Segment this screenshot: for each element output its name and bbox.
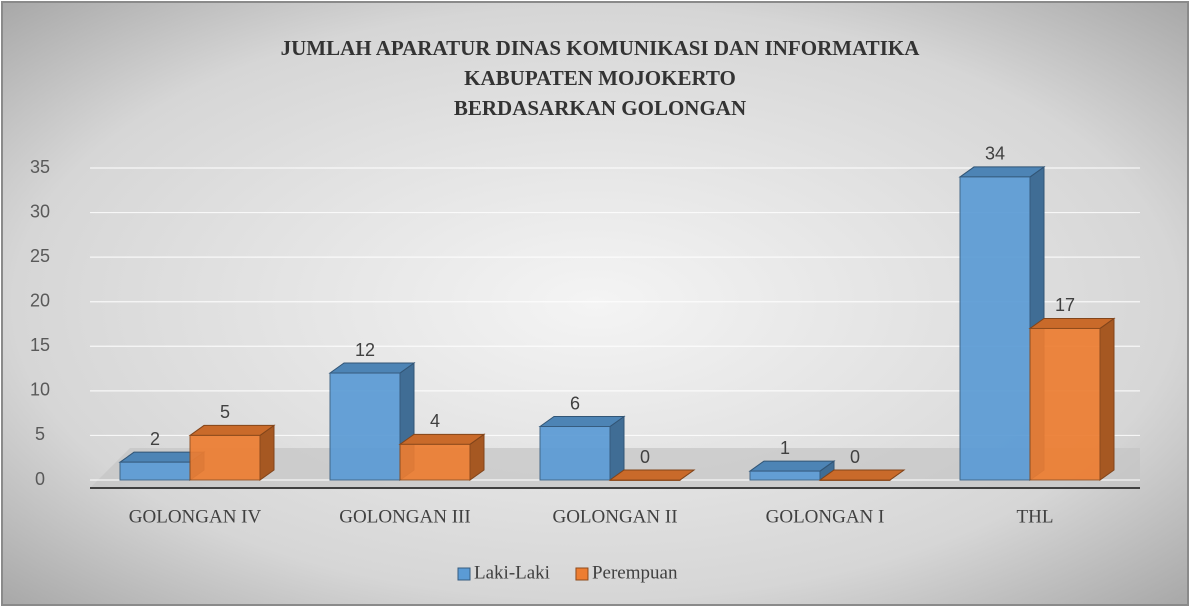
y-tick-label: 30 — [30, 201, 50, 221]
bar — [189, 434, 261, 481]
legend-label: Perempuan — [592, 562, 678, 583]
bar-top — [538, 416, 626, 428]
bar — [959, 176, 1031, 481]
y-tick-label: 10 — [30, 380, 50, 400]
data-label: 17 — [1055, 295, 1075, 315]
x-tick-label: THL — [1017, 506, 1054, 527]
y-tick-label: 0 — [35, 469, 45, 489]
bar-side — [609, 415, 625, 481]
x-tick-label: GOLONGAN IV — [129, 506, 262, 527]
bar — [608, 469, 696, 481]
bar-top — [958, 166, 1046, 178]
bar-top — [818, 469, 906, 481]
chart-title: KABUPATEN MOJOKERTO — [464, 66, 736, 90]
bar-top — [188, 424, 276, 436]
bar-top — [328, 362, 416, 374]
data-label: 0 — [640, 447, 650, 467]
bar-top — [398, 433, 486, 445]
data-label: 12 — [355, 340, 375, 360]
y-tick-label: 25 — [30, 246, 50, 266]
data-label: 34 — [985, 144, 1005, 164]
bar — [538, 415, 626, 481]
bar — [609, 479, 681, 481]
bar — [819, 479, 891, 481]
bar — [188, 424, 276, 481]
bar — [399, 443, 471, 481]
data-label: 6 — [570, 393, 580, 413]
bar-top — [1028, 317, 1116, 329]
legend-label: Laki-Laki — [474, 562, 550, 583]
bar — [818, 469, 906, 481]
bar — [539, 426, 611, 481]
bar — [749, 470, 821, 481]
bar-top — [608, 469, 696, 481]
bar — [748, 460, 836, 481]
legend-swatch — [457, 567, 471, 581]
data-label: 0 — [850, 447, 860, 467]
chart-title: JUMLAH APARATUR DINAS KOMUNIKASI DAN INF… — [281, 36, 921, 60]
x-tick-label: GOLONGAN II — [552, 506, 677, 527]
data-label: 2 — [150, 429, 160, 449]
data-label: 1 — [780, 438, 790, 458]
data-label: 4 — [430, 411, 440, 431]
y-tick-label: 15 — [30, 335, 50, 355]
bar — [329, 372, 401, 481]
y-tick-label: 20 — [30, 290, 50, 310]
chart-title: BERDASARKAN GOLONGAN — [454, 96, 746, 120]
x-tick-label: GOLONGAN I — [766, 506, 885, 527]
bar — [398, 433, 486, 481]
bar-side — [1099, 317, 1115, 481]
bar — [1029, 327, 1101, 481]
legend-swatch — [575, 567, 589, 581]
y-tick-label: 35 — [30, 157, 50, 177]
bar-top — [748, 460, 836, 472]
y-tick-label: 5 — [35, 424, 45, 444]
x-tick-label: GOLONGAN III — [339, 506, 470, 527]
data-label: 5 — [220, 402, 230, 422]
bar — [1028, 317, 1116, 481]
bar — [119, 461, 191, 481]
